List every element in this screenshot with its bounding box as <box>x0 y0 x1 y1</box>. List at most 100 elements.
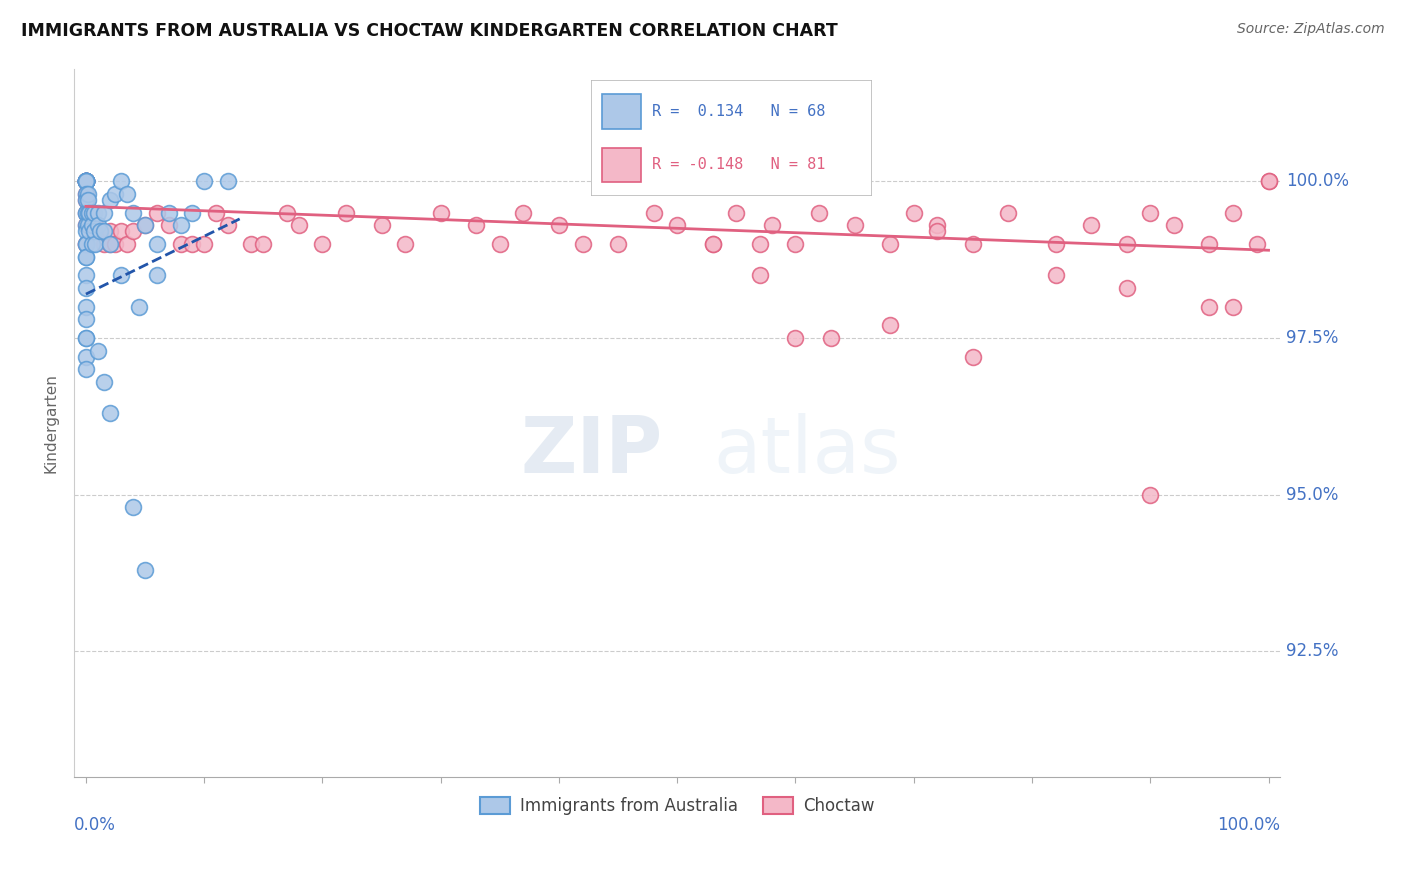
Point <box>808 205 831 219</box>
Text: IMMIGRANTS FROM AUSTRALIA VS CHOCTAW KINDERGARTEN CORRELATION CHART: IMMIGRANTS FROM AUSTRALIA VS CHOCTAW KIN… <box>21 22 838 40</box>
Text: 92.5%: 92.5% <box>1286 642 1339 660</box>
Point <box>75 174 97 188</box>
Point <box>193 174 215 188</box>
Point <box>761 218 783 232</box>
Point <box>83 205 105 219</box>
Point <box>1257 174 1279 188</box>
Point <box>93 205 115 219</box>
Point <box>157 218 180 232</box>
Point <box>122 205 145 219</box>
Point <box>117 237 139 252</box>
Point <box>75 237 97 252</box>
Point <box>75 174 97 188</box>
Point <box>607 237 630 252</box>
Point <box>75 186 97 201</box>
Legend: Immigrants from Australia, Choctaw: Immigrants from Australia, Choctaw <box>474 790 882 822</box>
Point <box>217 174 239 188</box>
Point <box>927 224 949 238</box>
Point <box>110 268 132 283</box>
Point <box>80 205 103 219</box>
Point <box>134 563 156 577</box>
Point <box>927 218 949 232</box>
Point <box>98 406 121 420</box>
Point <box>93 237 115 252</box>
Text: Source: ZipAtlas.com: Source: ZipAtlas.com <box>1237 22 1385 37</box>
Point <box>75 205 97 219</box>
Point <box>75 174 97 188</box>
Text: 0.0%: 0.0% <box>75 815 115 833</box>
Point <box>643 205 665 219</box>
Point <box>75 186 97 201</box>
Point <box>785 237 807 252</box>
Point <box>75 174 97 188</box>
Point <box>80 218 103 232</box>
Point <box>75 331 97 345</box>
Point <box>749 268 772 283</box>
Point <box>75 174 97 188</box>
Point <box>1246 237 1268 252</box>
Point <box>702 237 724 252</box>
Point <box>1115 237 1137 252</box>
Point <box>75 174 97 188</box>
Point <box>75 174 97 188</box>
Point <box>193 237 215 252</box>
Point <box>146 205 169 219</box>
Point <box>75 205 97 219</box>
Point <box>80 205 103 219</box>
Point <box>98 224 121 238</box>
Point <box>217 218 239 232</box>
Point <box>76 186 98 201</box>
Point <box>75 174 97 188</box>
Point <box>75 268 97 283</box>
Point <box>110 174 132 188</box>
Point <box>1198 300 1220 314</box>
Point <box>75 237 97 252</box>
Point <box>749 237 772 252</box>
Text: 100.0%: 100.0% <box>1218 815 1281 833</box>
Point <box>98 193 121 207</box>
Point <box>80 237 103 252</box>
Point <box>1139 488 1161 502</box>
Point <box>169 237 191 252</box>
Point <box>1139 205 1161 219</box>
Point <box>75 174 97 188</box>
Point <box>465 218 488 232</box>
Point <box>122 500 145 515</box>
Point <box>276 205 298 219</box>
Text: R = -0.148   N = 81: R = -0.148 N = 81 <box>652 157 825 172</box>
Point <box>75 250 97 264</box>
Point <box>335 205 357 219</box>
Point <box>1222 205 1244 219</box>
Text: ZIP: ZIP <box>520 413 662 489</box>
Point <box>75 224 97 238</box>
Point <box>93 375 115 389</box>
Point <box>548 218 571 232</box>
FancyBboxPatch shape <box>591 80 872 196</box>
Point <box>122 224 145 238</box>
Point <box>75 312 97 326</box>
Point <box>512 205 534 219</box>
Point <box>879 237 901 252</box>
Point <box>181 205 204 219</box>
Point <box>489 237 512 252</box>
FancyBboxPatch shape <box>602 147 641 182</box>
Point <box>962 237 984 252</box>
Point <box>1115 281 1137 295</box>
Point <box>75 362 97 376</box>
Point <box>75 193 97 207</box>
Point <box>75 281 97 295</box>
Point <box>75 331 97 345</box>
Point <box>785 331 807 345</box>
Point <box>128 300 150 314</box>
Point <box>75 205 97 219</box>
Point <box>1163 218 1185 232</box>
Point <box>75 174 97 188</box>
Point <box>157 205 180 219</box>
Point <box>702 237 724 252</box>
Point <box>104 186 127 201</box>
Point <box>117 186 139 201</box>
Point <box>252 237 274 252</box>
Point <box>205 205 228 219</box>
Point <box>370 218 392 232</box>
Point <box>75 300 97 314</box>
